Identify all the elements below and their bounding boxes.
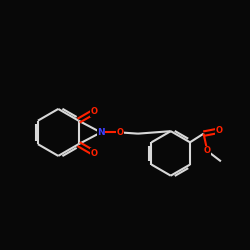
Text: O: O — [90, 107, 98, 116]
Text: O: O — [117, 128, 124, 137]
Text: O: O — [204, 146, 211, 156]
Text: O: O — [216, 126, 222, 135]
Text: O: O — [90, 148, 98, 158]
Text: N: N — [97, 128, 105, 137]
